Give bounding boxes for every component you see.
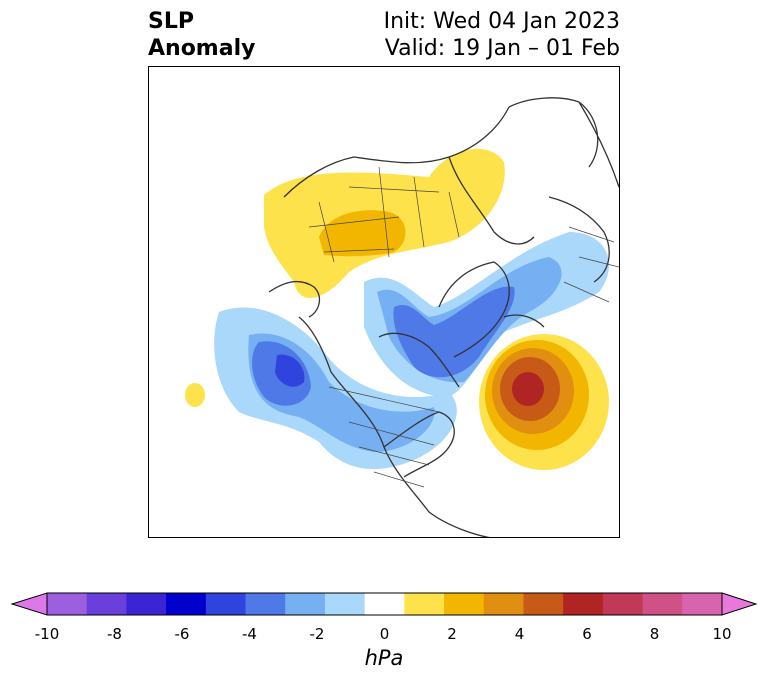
colorbar-tick-label: -8 <box>107 625 122 643</box>
colorbar-extend-high <box>721 592 758 616</box>
colorbar-outline <box>46 592 723 616</box>
anomaly-map <box>185 97 619 537</box>
colorbar-segment <box>126 593 167 615</box>
colorbar-extend-low <box>10 592 48 616</box>
colorbar-segment <box>285 593 326 615</box>
init-date: Init: Wed 04 Jan 2023 <box>383 9 620 34</box>
map-panel <box>148 66 620 538</box>
colorbar-segment <box>444 593 485 615</box>
colorbar-tick-label: 10 <box>712 625 732 643</box>
colorbar-segment <box>47 593 88 615</box>
colorbar-tick-label: -2 <box>309 625 325 643</box>
colorbar-segment <box>86 593 127 615</box>
colorbar-tick-label: 4 <box>514 625 525 643</box>
valid-range: Valid: 19 Jan – 01 Feb <box>384 36 620 61</box>
coastlines <box>268 97 619 537</box>
colorbar-segment <box>483 593 524 615</box>
title-line-1: SLP <box>148 9 194 34</box>
colorbar-segment <box>642 593 683 615</box>
colorbar-segment <box>166 593 207 615</box>
colorbar-segment <box>523 593 564 615</box>
colorbar-unit-label: hPa <box>364 646 404 670</box>
colorbar-segments <box>10 592 758 616</box>
negative-anomaly-gulf-of-alaska-core <box>275 354 305 387</box>
colorbar-segment <box>245 593 286 615</box>
colorbar-segment <box>602 593 644 615</box>
colorbar-tick-label: -10 <box>34 625 60 643</box>
positive-anomaly-north-atlantic-core <box>512 372 544 406</box>
colorbar-segment <box>364 593 405 615</box>
colorbar-segment <box>324 593 366 615</box>
colorbar-tick-label: 6 <box>582 625 592 643</box>
colorbar-segment <box>404 593 445 615</box>
negative-anomaly-greenland-core <box>393 286 515 378</box>
chart-title: SLP Anomaly <box>148 8 255 62</box>
positive-anomaly-siberia-core <box>319 210 406 257</box>
colorbar-segment <box>563 593 604 615</box>
chart-subtitle: Init: Wed 04 Jan 2023 Valid: 19 Jan – 01… <box>384 8 620 62</box>
colorbar-tick-label: -4 <box>242 625 257 643</box>
colorbar-tick-label: 8 <box>649 625 660 643</box>
colorbar-tick-label: -6 <box>174 625 190 643</box>
colorbar-tick-label: 2 <box>447 625 457 643</box>
colorbar <box>10 592 758 616</box>
colorbar-segment <box>682 593 723 615</box>
title-line-2: Anomaly <box>148 36 256 61</box>
political-borders <box>308 166 619 488</box>
colorbar-segment <box>205 593 247 615</box>
colorbar-tick-label: 0 <box>379 625 390 643</box>
small-positive-anomaly-pacific <box>185 383 205 407</box>
